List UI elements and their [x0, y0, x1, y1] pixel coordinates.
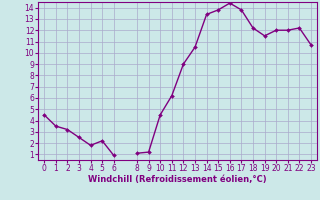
X-axis label: Windchill (Refroidissement éolien,°C): Windchill (Refroidissement éolien,°C): [88, 175, 267, 184]
